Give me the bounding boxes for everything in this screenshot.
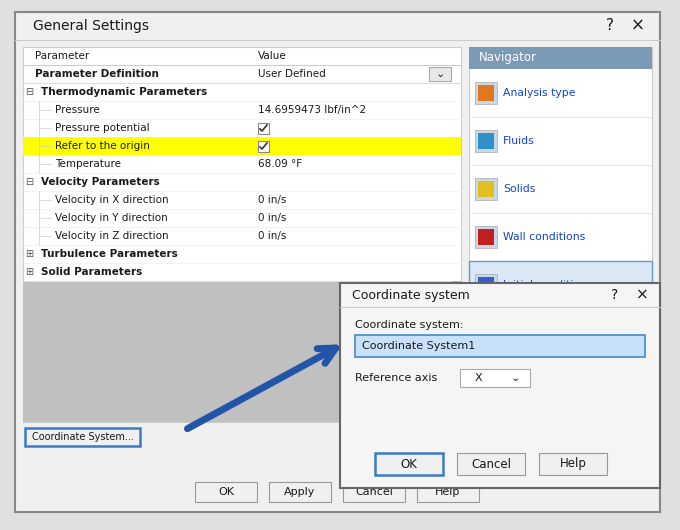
Text: 0 in/s: 0 in/s — [258, 213, 286, 223]
Bar — [475, 130, 497, 152]
Text: OK: OK — [218, 487, 234, 497]
Text: Coordinate system:: Coordinate system: — [355, 320, 464, 330]
Bar — [539, 453, 607, 475]
Bar — [475, 178, 497, 200]
Bar — [340, 283, 660, 488]
Bar — [478, 277, 494, 293]
Text: ⊟: ⊟ — [25, 177, 33, 187]
Text: OK: OK — [401, 457, 418, 471]
Bar — [195, 482, 257, 502]
Text: 68.09 °F: 68.09 °F — [258, 159, 302, 169]
Bar — [355, 335, 645, 357]
Bar — [469, 261, 652, 309]
Text: Velocity in Y direction: Velocity in Y direction — [55, 213, 168, 223]
Text: Velocity in X direction: Velocity in X direction — [55, 195, 169, 205]
Text: ⊞: ⊞ — [25, 249, 33, 259]
Bar — [23, 137, 461, 155]
Text: Temperature: Temperature — [55, 159, 121, 169]
Text: Apply: Apply — [284, 487, 316, 497]
Text: Help: Help — [435, 487, 460, 497]
Bar — [23, 47, 461, 422]
Bar — [269, 482, 331, 502]
Text: Analysis type: Analysis type — [503, 88, 575, 98]
Text: Turbulence Parameters: Turbulence Parameters — [41, 249, 177, 259]
Text: Help: Help — [560, 457, 586, 471]
Text: Solids: Solids — [503, 184, 535, 194]
Bar — [478, 229, 494, 245]
Text: ?: ? — [606, 19, 614, 33]
Text: Parameter Definition: Parameter Definition — [35, 69, 159, 79]
Text: Thermodynamic Parameters: Thermodynamic Parameters — [41, 87, 207, 97]
Text: Reference axis: Reference axis — [355, 373, 437, 383]
Text: Velocity Parameters: Velocity Parameters — [41, 177, 160, 187]
Bar — [475, 226, 497, 248]
Text: ⊟: ⊟ — [25, 87, 33, 97]
Bar — [478, 133, 494, 149]
Bar — [23, 281, 461, 422]
Bar — [469, 47, 652, 69]
Bar — [25, 428, 140, 446]
Text: User Defined: User Defined — [258, 69, 326, 79]
Text: Refer to the origin: Refer to the origin — [55, 141, 150, 151]
Text: Pressure: Pressure — [55, 105, 100, 115]
Bar — [478, 85, 494, 101]
Text: Coordinate System...: Coordinate System... — [31, 432, 133, 442]
Bar — [258, 141, 269, 152]
Text: ⌄: ⌄ — [510, 373, 520, 383]
Text: 0 in/s: 0 in/s — [258, 195, 286, 205]
Text: ×: × — [636, 287, 648, 303]
Bar — [417, 482, 479, 502]
Text: Wall conditions: Wall conditions — [503, 232, 585, 242]
Text: X: X — [475, 373, 483, 383]
Bar — [457, 453, 525, 475]
Text: Navigator: Navigator — [479, 51, 537, 65]
Text: Coordinate system: Coordinate system — [352, 288, 470, 302]
Text: ?: ? — [611, 288, 619, 302]
Text: Cancel: Cancel — [471, 457, 511, 471]
Text: 0 in/s: 0 in/s — [258, 231, 286, 241]
Bar — [475, 82, 497, 104]
Text: Fluids: Fluids — [503, 136, 534, 146]
Text: Velocity in Z direction: Velocity in Z direction — [55, 231, 169, 241]
Bar — [375, 453, 443, 475]
Text: Parameter: Parameter — [35, 51, 89, 61]
Bar — [478, 181, 494, 197]
Bar — [475, 274, 497, 296]
Text: Pressure potential: Pressure potential — [55, 123, 150, 133]
Text: ⌄: ⌄ — [435, 69, 445, 79]
Bar — [343, 482, 405, 502]
Text: General Settings: General Settings — [33, 19, 149, 33]
Bar — [469, 47, 652, 312]
Text: Initial conditions: Initial conditions — [503, 280, 593, 290]
Text: ×: × — [631, 17, 645, 35]
Text: Solid Parameters: Solid Parameters — [41, 267, 142, 277]
Text: Value: Value — [258, 51, 287, 61]
Text: Coordinate System1: Coordinate System1 — [362, 341, 475, 351]
Bar — [451, 281, 461, 422]
Bar — [429, 67, 451, 81]
Bar — [469, 261, 652, 309]
Text: Cancel: Cancel — [355, 487, 393, 497]
Bar — [258, 123, 269, 134]
Text: 14.6959473 lbf/in^2: 14.6959473 lbf/in^2 — [258, 105, 366, 115]
Text: ⊞: ⊞ — [25, 267, 33, 277]
Bar — [460, 369, 530, 387]
